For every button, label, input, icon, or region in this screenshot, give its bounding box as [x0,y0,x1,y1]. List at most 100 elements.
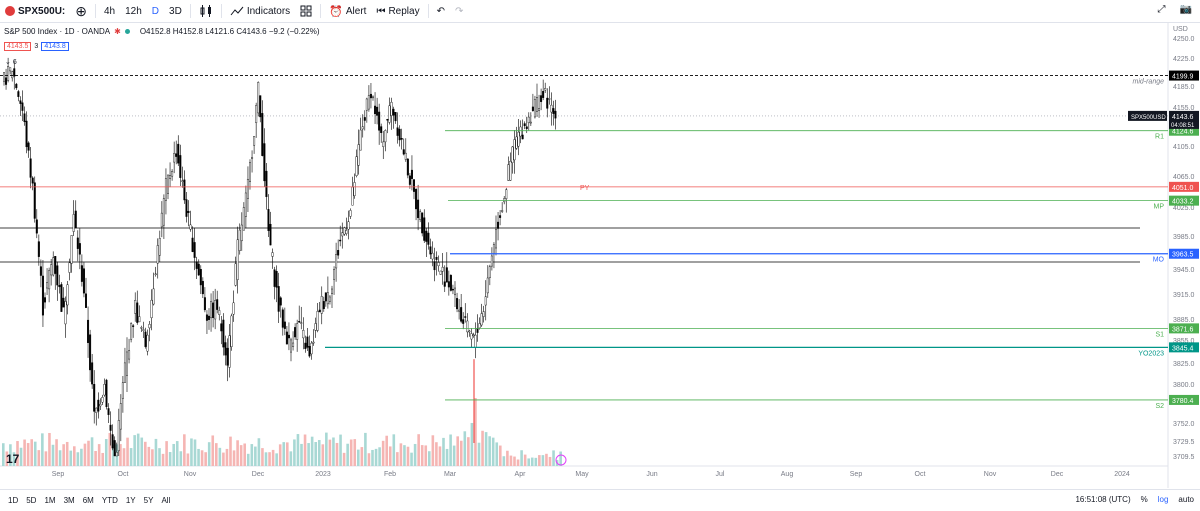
candle-body [189,224,192,230]
candle-body [507,164,510,181]
timeframe-4h[interactable]: 4h [103,5,116,17]
divider [320,4,322,18]
volume-bar [204,452,207,466]
candle-body [109,424,112,431]
current-price-value: 4143.6 [1172,114,1194,121]
timeframe-d[interactable]: D [151,5,160,17]
fullscreen-icon[interactable]: ⤢ [1157,4,1166,15]
price-tick-label: 4025.0 [1173,205,1195,212]
range-6m[interactable]: 6M [82,496,94,505]
volume-bar [147,446,151,466]
range-5y[interactable]: 5Y [143,496,154,505]
screenshot-icon[interactable]: 📷 [1179,4,1192,15]
volume-bar [30,439,33,466]
legend-collapse[interactable]: ⌄ 6 [5,58,17,66]
candle-body [31,177,34,184]
time-tick-label: Aug [781,471,794,478]
candle-body [394,112,397,122]
candle-body [93,384,96,412]
range-3m[interactable]: 3M [63,496,75,505]
candle-body [501,210,504,212]
volume-bar [332,437,335,466]
candle-body [238,229,241,252]
volume-bar [239,445,243,466]
candle-body [531,106,534,111]
chart-type-button[interactable] [194,0,218,22]
timeframe-3d[interactable]: 3D [169,5,182,17]
range-1y[interactable]: 1Y [125,496,136,505]
candle-body [470,333,473,340]
timeframe-12h[interactable]: 12h [125,5,142,17]
candle-body [259,95,262,118]
price-tick-label: 3709.5 [1173,454,1195,461]
candle-body [216,299,219,310]
undo-button[interactable]: ↶ [432,0,450,22]
volume-bar [530,457,534,466]
layouts-button[interactable] [295,0,317,22]
candle-body [353,182,356,196]
symbol-search[interactable]: SPX500U: [0,0,70,22]
price-tick-label: 4105.0 [1173,144,1195,151]
candle-body [349,210,352,217]
volume-bar [559,451,562,466]
candle-body [290,339,293,353]
candle-body [62,297,65,308]
volume-bar [58,450,62,466]
candle-body [441,266,444,272]
time-tick-label: Jun [646,471,657,478]
candle-body [335,254,338,269]
candle-body [404,152,407,160]
bid-price[interactable]: 4143.5 [4,42,32,51]
candle-body [41,275,44,316]
volume-bar [271,449,275,466]
range-1m[interactable]: 1M [44,496,56,505]
eye-icon[interactable]: ✱ [114,27,121,36]
range-ytd[interactable]: YTD [101,496,118,505]
ask-price[interactable]: 4143.8 [41,42,69,51]
bottom-right: 16:51:08 (UTC) % log auto [1075,495,1194,504]
candle-body [283,321,286,329]
log-toggle[interactable]: log [1157,495,1169,504]
candle-body [142,329,145,331]
candle-body [525,126,528,129]
candle-body [351,186,354,206]
alert-icon: ⏰ [329,5,343,18]
redo-button[interactable]: ↷ [450,0,468,22]
auto-toggle[interactable]: auto [1178,495,1194,504]
indicators-button[interactable]: Indicators [225,0,295,22]
range-all[interactable]: All [161,496,171,505]
range-5d[interactable]: 5D [26,496,37,505]
time-tick-label: Mar [444,471,457,478]
candle-body [191,237,194,252]
candle-body [269,223,272,246]
replay-button[interactable]: ⏮ Replay [371,0,424,22]
range-1d[interactable]: 1D [8,496,19,505]
candle-body [462,319,465,324]
volume-bar [268,452,271,466]
candle-body [521,134,524,140]
volume-bar [349,439,353,466]
candle-body [435,257,438,260]
clock-time[interactable]: 16:51:08 (UTC) [1075,495,1131,504]
candle-body [292,342,295,347]
level-price-tag [1169,323,1199,334]
candle-body [408,175,411,185]
level-price-value: 4199.9 [1172,74,1194,81]
divider [189,4,191,18]
replay-label: Replay [388,5,420,17]
candle-body [78,243,81,255]
volume-bar [229,436,232,466]
level-price-tag [1169,342,1199,353]
price-chart[interactable]: 4250.0 4225.0 4185.0 4155.0 4105.0 4065.0 4025… [0,23,1200,488]
chart-area[interactable]: 4250.0 4225.0 4185.0 4155.0 4105.0 4065.0 4025… [0,23,1200,488]
candle-body [431,252,434,260]
candle-body [236,239,239,280]
candle-body [113,440,116,457]
alert-button[interactable]: ⏰ Alert [324,0,371,22]
candle-body [464,316,467,318]
volume-bar [236,440,239,466]
add-symbol-button[interactable]: ⊕ [75,2,87,19]
volume-bar [9,444,12,466]
volume-bar [37,450,41,466]
percent-toggle[interactable]: % [1140,495,1148,504]
